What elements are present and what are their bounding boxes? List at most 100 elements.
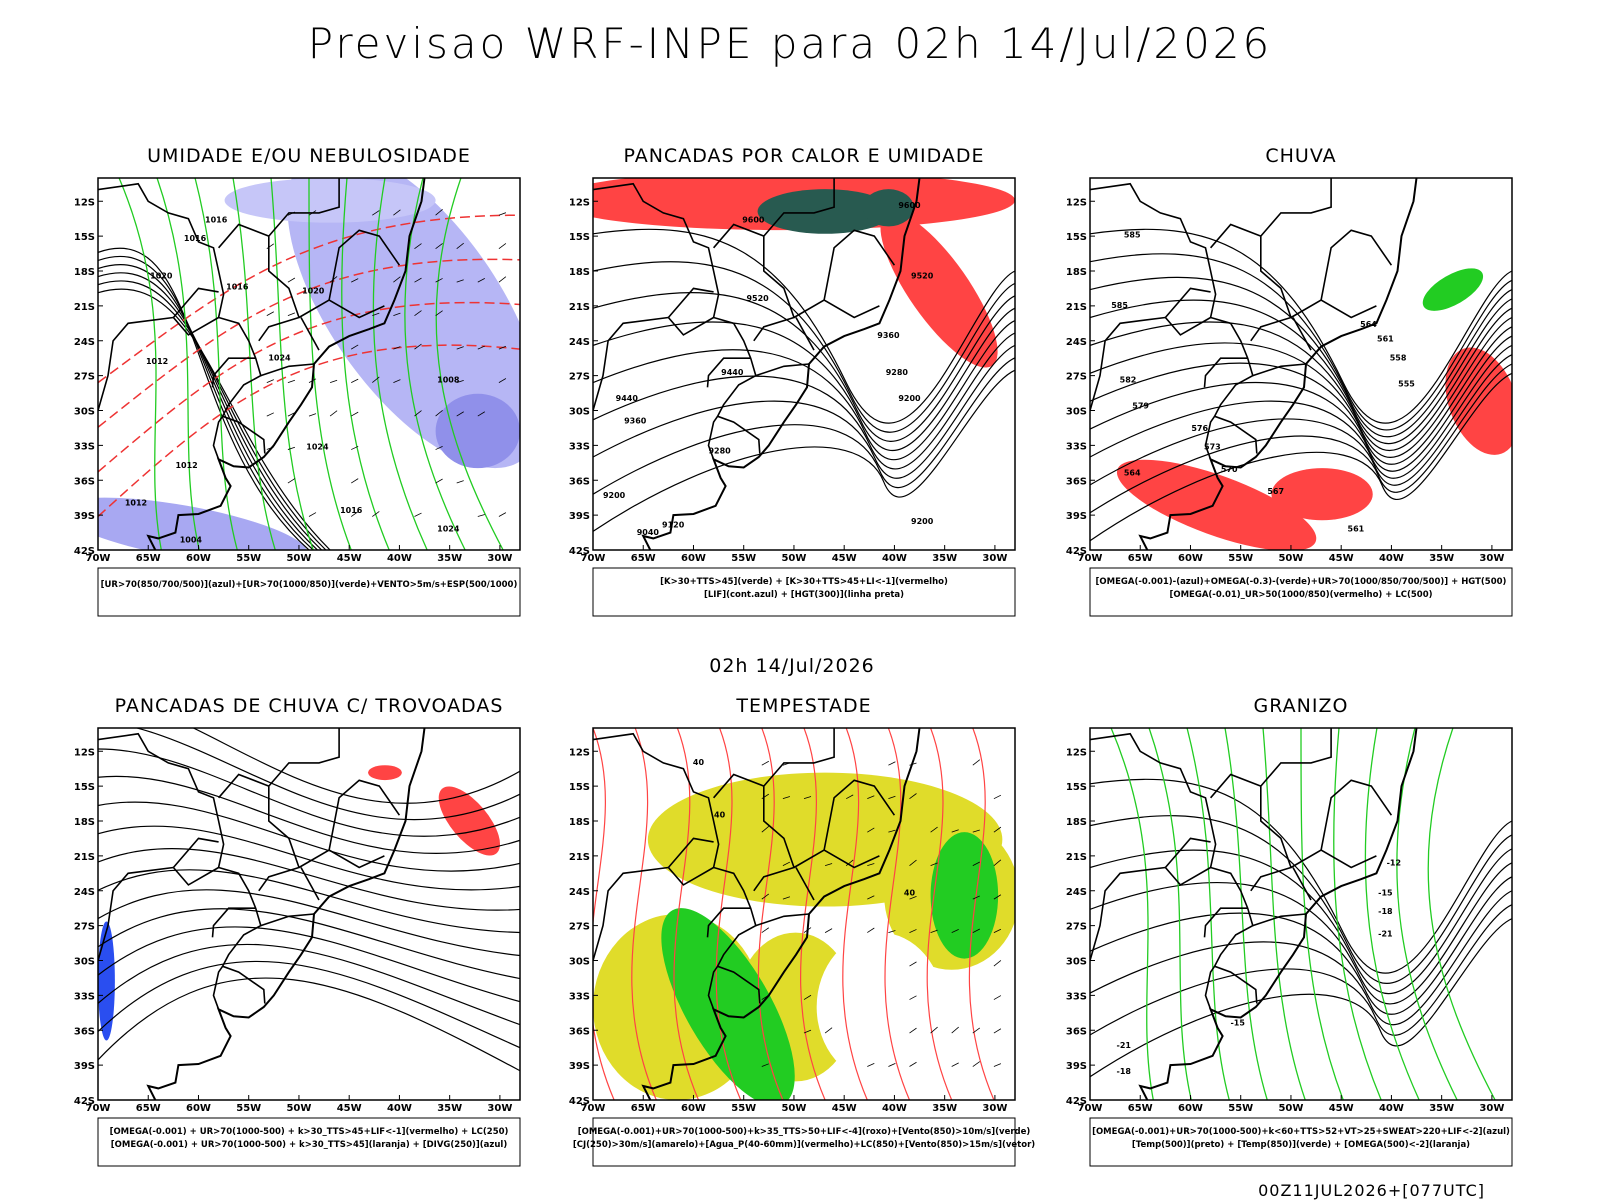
wind-vector [993, 794, 1002, 800]
y-tick-label: 39S [569, 511, 590, 522]
wind-vector [761, 825, 770, 833]
wind-vector [287, 277, 296, 283]
green-contour [341, 178, 390, 550]
contour-line [1090, 918, 1512, 1078]
border [172, 316, 219, 336]
border [328, 779, 401, 851]
panel-title: PANCADAS DE CHUVA C/ TROVOADAS [115, 695, 504, 717]
wind-vector [824, 1027, 833, 1034]
y-tick-label: 42S [569, 1096, 590, 1107]
contour-line [1090, 815, 1512, 984]
wind-vector [351, 378, 359, 383]
y-tick-label: 24S [1066, 337, 1087, 348]
contour-label: 40 [693, 758, 705, 767]
panel-title: GRANIZO [1254, 695, 1349, 717]
shaded-area [435, 393, 520, 469]
x-tick-label: 40W [882, 553, 907, 564]
x-tick-label: 30W [1479, 1103, 1504, 1114]
wind-vector [761, 1063, 769, 1067]
contour-label: 1016 [184, 234, 207, 243]
wind-vector [761, 760, 769, 766]
contour-label: -18 [1117, 1067, 1132, 1076]
wind-vector [888, 795, 896, 800]
contour-line [192, 728, 520, 804]
y-tick-label: 12S [569, 197, 590, 208]
wind-vector [308, 512, 317, 517]
wind-vector [351, 445, 359, 450]
border [1164, 837, 1211, 869]
wind-vector [414, 343, 422, 350]
wind-vector [761, 793, 770, 800]
map-frame [1089, 727, 1513, 1101]
border [793, 849, 880, 869]
y-tick-label: 36S [1066, 476, 1087, 487]
border [217, 773, 270, 799]
contour-line [884, 728, 911, 1100]
x-tick-label: 55W [1228, 553, 1253, 564]
wind-vector [888, 829, 896, 833]
legend-text: [OMEGA(-0.001)+UR>70(1000-500)+k<60+TTS>… [1092, 1127, 1510, 1137]
contour-line [98, 264, 318, 550]
x-tick-label: 65W [136, 553, 161, 564]
y-tick-label: 24S [569, 337, 590, 348]
wind-vector [867, 927, 875, 933]
contour-line [98, 960, 520, 1049]
border [98, 316, 174, 411]
contour-label: 579 [1132, 402, 1149, 411]
border [172, 866, 219, 886]
wind-vector [435, 208, 443, 216]
wind-vector [393, 346, 401, 350]
contour-label: 555 [1398, 379, 1415, 388]
x-tick-label: 40W [1379, 553, 1404, 564]
x-tick-label: 70W [1078, 1103, 1103, 1114]
x-tick-label: 35W [1429, 553, 1454, 564]
wind-vector [456, 242, 464, 249]
wind-vector [435, 445, 443, 450]
contour-line [1090, 876, 1512, 1015]
green-contour [308, 178, 352, 550]
contour-label: 561 [1377, 335, 1394, 344]
y-tick-label: 30S [1066, 407, 1087, 418]
x-tick-label: 70W [581, 1103, 606, 1114]
contour-label: 1012 [146, 357, 168, 366]
contour-label: 1016 [340, 506, 363, 515]
border [707, 965, 719, 1010]
coastline [641, 178, 921, 550]
y-tick-label: 27S [569, 922, 590, 933]
map-area: 9600 9600 9520 9520 9440 9360 9280 9200 9440 9360… [593, 178, 1015, 550]
x-tick-label: 40W [1379, 1103, 1404, 1114]
y-tick-label: 18S [1066, 267, 1087, 278]
wind-vector [477, 278, 485, 283]
border [667, 837, 714, 869]
y-tick-label: 36S [569, 1026, 590, 1037]
wind-vector [846, 794, 854, 800]
x-tick-label: 65W [1128, 1103, 1153, 1114]
contour-line [98, 775, 520, 854]
wind-vector [993, 826, 1002, 833]
wind-vector [909, 995, 917, 1000]
contour-label: 1016 [226, 283, 249, 292]
contour-label: 9360 [624, 417, 647, 426]
border [706, 907, 751, 938]
y-tick-label: 21S [74, 302, 95, 313]
wind-vector [435, 278, 443, 283]
contour-label: 9040 [637, 528, 660, 537]
y-tick-label: 33S [569, 441, 590, 452]
wind-vector [803, 1029, 812, 1034]
legend-text: [LIF](cont.azul) + [HGT(300)](linha pret… [704, 590, 904, 600]
x-tick-label: 45W [1329, 553, 1354, 564]
wind-vector [888, 1062, 896, 1067]
contour-line [593, 369, 1015, 532]
contour-label: -18 [1378, 907, 1393, 916]
map-panel: CHUVA58558558257957657357056756456155855… [1066, 145, 1513, 617]
wind-vector [308, 413, 317, 417]
legend-text: [OMEGA(-0.001) + UR>70(1000-500) + k>30_… [111, 1140, 508, 1150]
y-tick-label: 21S [569, 852, 590, 863]
contour-line [1090, 326, 1512, 465]
coastline [146, 178, 426, 550]
dashed-contour [98, 258, 520, 428]
shaded-area [880, 211, 998, 368]
y-tick-label: 42S [1066, 1096, 1087, 1107]
y-tick-label: 18S [74, 817, 95, 828]
wind-vector [498, 276, 507, 283]
